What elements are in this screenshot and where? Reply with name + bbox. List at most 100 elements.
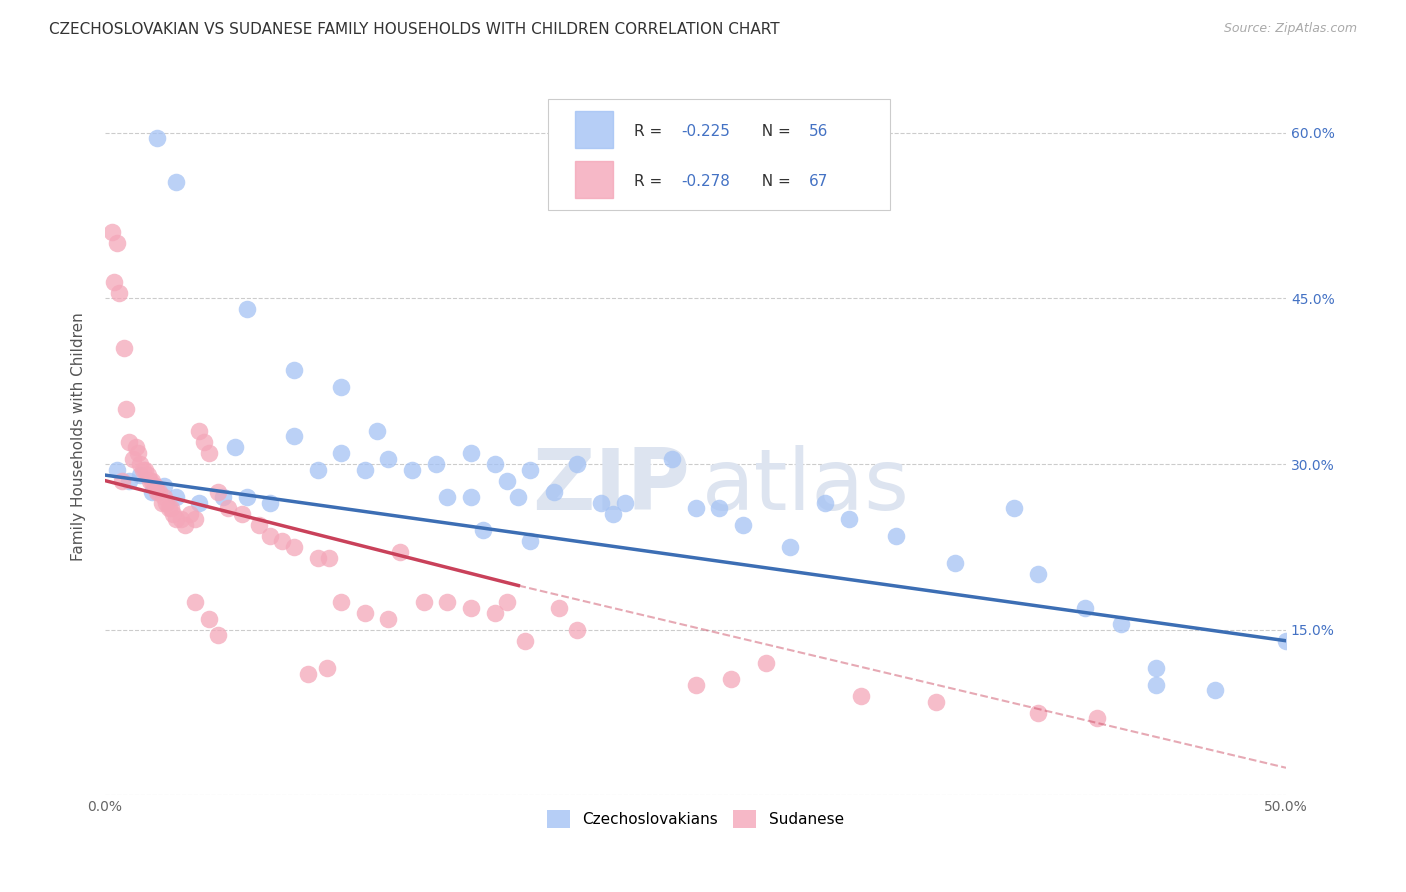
Point bbox=[184, 595, 207, 609]
Point bbox=[146, 131, 169, 145]
Point bbox=[105, 462, 128, 476]
Text: -0.225: -0.225 bbox=[682, 124, 730, 138]
Point bbox=[193, 434, 215, 449]
Text: R =: R = bbox=[634, 174, 668, 189]
Point bbox=[330, 595, 353, 609]
Point bbox=[925, 694, 948, 708]
Point bbox=[148, 484, 170, 499]
Point bbox=[589, 496, 612, 510]
Point bbox=[1204, 683, 1226, 698]
Point bbox=[436, 595, 458, 609]
Point bbox=[519, 534, 541, 549]
Point bbox=[307, 550, 329, 565]
Text: Source: ZipAtlas.com: Source: ZipAtlas.com bbox=[1223, 22, 1357, 36]
Point bbox=[165, 175, 187, 189]
Point bbox=[165, 512, 187, 526]
Point bbox=[460, 600, 482, 615]
Point bbox=[155, 496, 177, 510]
Point bbox=[460, 490, 482, 504]
Point bbox=[283, 429, 305, 443]
Point bbox=[188, 496, 211, 510]
Point bbox=[174, 517, 197, 532]
Text: ZIP: ZIP bbox=[531, 445, 689, 528]
Point bbox=[141, 484, 163, 499]
Text: N =: N = bbox=[752, 174, 796, 189]
Point bbox=[484, 606, 506, 620]
Text: R =: R = bbox=[634, 124, 668, 138]
Point bbox=[1144, 661, 1167, 675]
Point bbox=[471, 524, 494, 538]
Point bbox=[207, 484, 229, 499]
Point bbox=[157, 501, 180, 516]
Point bbox=[122, 451, 145, 466]
Point bbox=[1026, 706, 1049, 720]
Point bbox=[519, 462, 541, 476]
Point bbox=[125, 441, 148, 455]
Point bbox=[259, 496, 281, 510]
Point bbox=[484, 457, 506, 471]
Bar bbox=[575, 111, 613, 148]
Point bbox=[108, 285, 131, 300]
Point bbox=[495, 474, 517, 488]
Point bbox=[136, 468, 159, 483]
FancyBboxPatch shape bbox=[548, 99, 890, 211]
Point bbox=[543, 484, 565, 499]
Point bbox=[134, 462, 156, 476]
Point bbox=[143, 479, 166, 493]
Point bbox=[146, 484, 169, 499]
Point bbox=[330, 380, 353, 394]
Point bbox=[132, 462, 155, 476]
Point bbox=[101, 225, 124, 239]
Point bbox=[508, 490, 530, 504]
Point bbox=[515, 633, 537, 648]
Point bbox=[389, 545, 412, 559]
Point bbox=[235, 490, 257, 504]
Point bbox=[377, 451, 399, 466]
Point bbox=[1109, 617, 1132, 632]
Point bbox=[720, 673, 742, 687]
Point bbox=[105, 236, 128, 251]
Text: -0.278: -0.278 bbox=[682, 174, 730, 189]
Point bbox=[117, 474, 139, 488]
Point bbox=[235, 302, 257, 317]
Point bbox=[412, 595, 434, 609]
Text: 67: 67 bbox=[808, 174, 828, 189]
Point bbox=[283, 540, 305, 554]
Point bbox=[115, 401, 138, 416]
Point bbox=[685, 501, 707, 516]
Point bbox=[184, 512, 207, 526]
Point bbox=[160, 501, 183, 516]
Point bbox=[271, 534, 294, 549]
Point bbox=[425, 457, 447, 471]
Point bbox=[247, 517, 270, 532]
Point bbox=[127, 446, 149, 460]
Point bbox=[283, 363, 305, 377]
Bar bbox=[575, 161, 613, 198]
Point bbox=[212, 490, 235, 504]
Point bbox=[884, 529, 907, 543]
Point bbox=[316, 661, 339, 675]
Point bbox=[661, 451, 683, 466]
Point bbox=[207, 628, 229, 642]
Point bbox=[153, 479, 176, 493]
Point bbox=[162, 507, 184, 521]
Point bbox=[377, 612, 399, 626]
Point bbox=[129, 457, 152, 471]
Point bbox=[179, 507, 201, 521]
Point bbox=[198, 446, 221, 460]
Point bbox=[139, 474, 162, 488]
Text: atlas: atlas bbox=[702, 445, 910, 528]
Point bbox=[353, 606, 375, 620]
Point bbox=[849, 689, 872, 703]
Point bbox=[707, 501, 730, 516]
Point bbox=[110, 474, 132, 488]
Y-axis label: Family Households with Children: Family Households with Children bbox=[72, 312, 86, 561]
Point bbox=[1002, 501, 1025, 516]
Point bbox=[613, 496, 636, 510]
Point bbox=[685, 678, 707, 692]
Point bbox=[460, 446, 482, 460]
Point bbox=[330, 446, 353, 460]
Point bbox=[1275, 633, 1298, 648]
Point bbox=[353, 462, 375, 476]
Point bbox=[943, 557, 966, 571]
